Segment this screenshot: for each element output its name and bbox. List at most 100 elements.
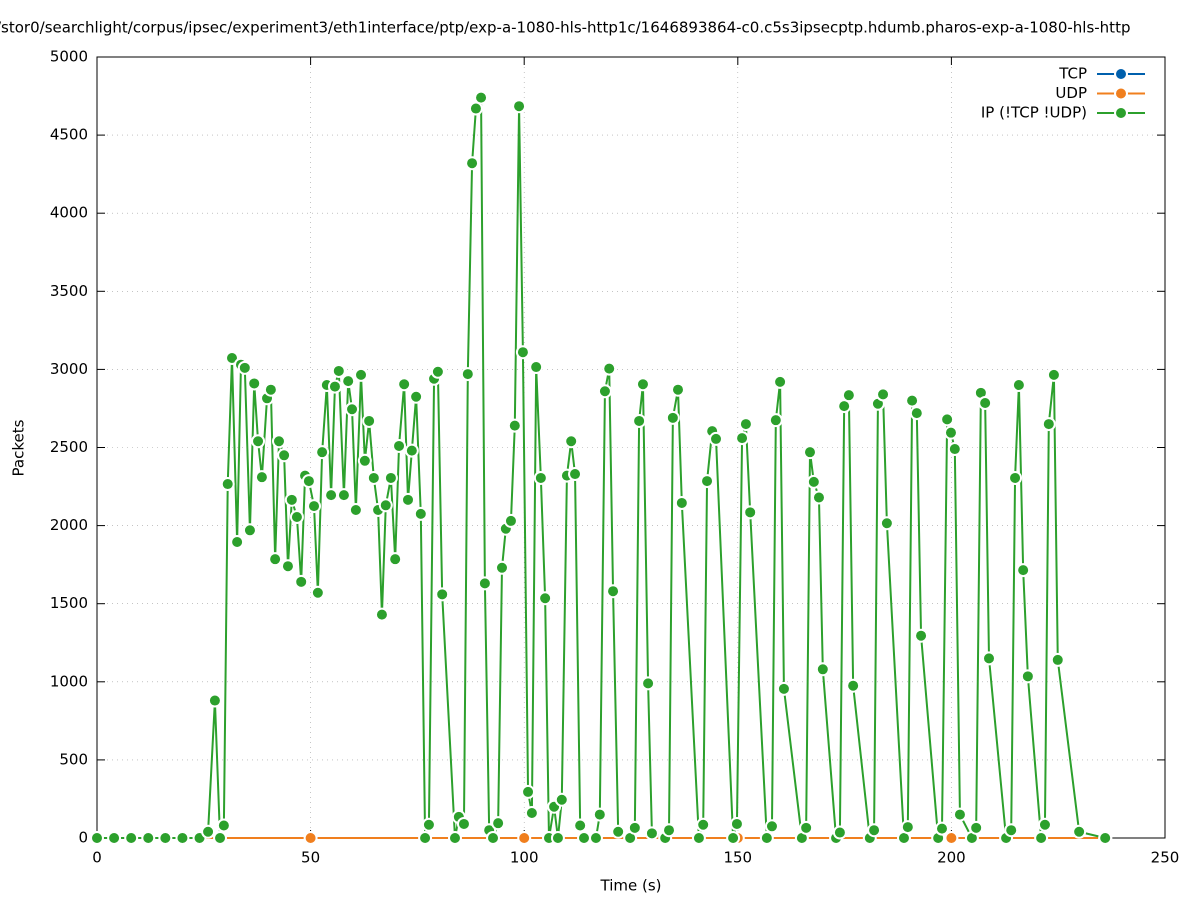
data-point [263,382,278,397]
data-point [764,819,779,834]
data-point [324,488,339,503]
data-point [1046,367,1061,382]
y-tick-label: 2500 [50,438,88,456]
y-tick-label: 2000 [50,516,88,534]
data-point [404,443,419,458]
data-point [768,413,783,428]
legend-marker [1114,86,1128,101]
data-point [307,499,322,514]
data-point [1050,652,1065,667]
data-point [456,816,471,831]
data-point [141,831,156,845]
data-point [940,412,955,427]
data-point [465,156,480,171]
data-point [1041,417,1056,432]
data-point [1072,824,1087,839]
data-point [301,474,316,489]
data-point [981,651,996,666]
data-point [374,607,389,622]
data-point [90,831,104,845]
data-point [1011,378,1026,393]
data-point [345,402,360,417]
data-point [641,676,656,691]
data-point [237,360,252,375]
data-point [1016,563,1031,578]
x-tick-label: 100 [510,849,539,867]
data-point [952,807,967,822]
data-point [1037,817,1052,832]
data-point [1004,823,1019,838]
data-point [289,510,304,525]
data-point [577,831,592,845]
y-tick-label: 1000 [50,672,88,690]
data-point [284,492,299,507]
data-point [447,831,462,845]
data-point [538,591,553,606]
data-point [512,99,527,114]
data-point [1020,669,1035,684]
data-point [815,662,830,677]
data-point [388,552,403,567]
data-point [900,820,915,835]
y-tick-label: 4000 [50,204,88,222]
data-point [841,388,856,403]
data-point [413,506,428,521]
data-point [674,495,689,510]
data-point [743,505,758,520]
data-point [588,831,603,845]
data-point [254,470,269,485]
y-tick-label: 3000 [50,360,88,378]
data-point [606,584,621,599]
data-point [366,470,381,485]
data-point [943,425,958,440]
data-point [691,831,706,845]
data-point [529,360,544,375]
data-point [1098,831,1113,845]
data-point [242,523,257,538]
x-tick-label: 0 [92,849,102,867]
legend-marker [1114,106,1128,120]
data-point [802,445,817,460]
data-point [392,438,407,453]
data-point [521,784,536,799]
data-point [517,831,532,845]
data-point [568,467,583,482]
data-point [811,490,826,505]
data-point [331,363,346,378]
data-point [832,825,847,840]
data-point [879,516,894,531]
data-point [670,382,685,397]
data-point [1034,831,1049,845]
data-point [494,560,509,575]
data-point [735,431,750,446]
data-point [268,552,283,567]
y-tick-label: 1500 [50,594,88,612]
data-point [550,831,565,845]
data-point [341,374,356,389]
data-point [909,406,924,421]
data-point [401,492,416,507]
data-point [944,831,959,845]
data-point [776,681,791,696]
data-point [418,831,433,845]
data-point [409,389,424,404]
x-tick-label: 250 [1151,849,1180,867]
data-point [554,792,569,807]
legend-marker [1114,67,1128,81]
data-point [213,831,228,845]
data-point [158,831,173,845]
data-point [354,367,369,382]
data-point [564,434,579,449]
y-tick-label: 5000 [50,48,88,66]
x-axis-label: Time (s) [600,877,662,895]
y-tick-label: 500 [59,750,88,768]
data-point [726,831,741,845]
data-point [327,379,342,394]
data-point [362,413,377,428]
data-point [460,367,475,382]
data-point [247,376,262,391]
data-point [357,453,372,468]
data-point [294,574,309,589]
data-point [477,576,492,591]
